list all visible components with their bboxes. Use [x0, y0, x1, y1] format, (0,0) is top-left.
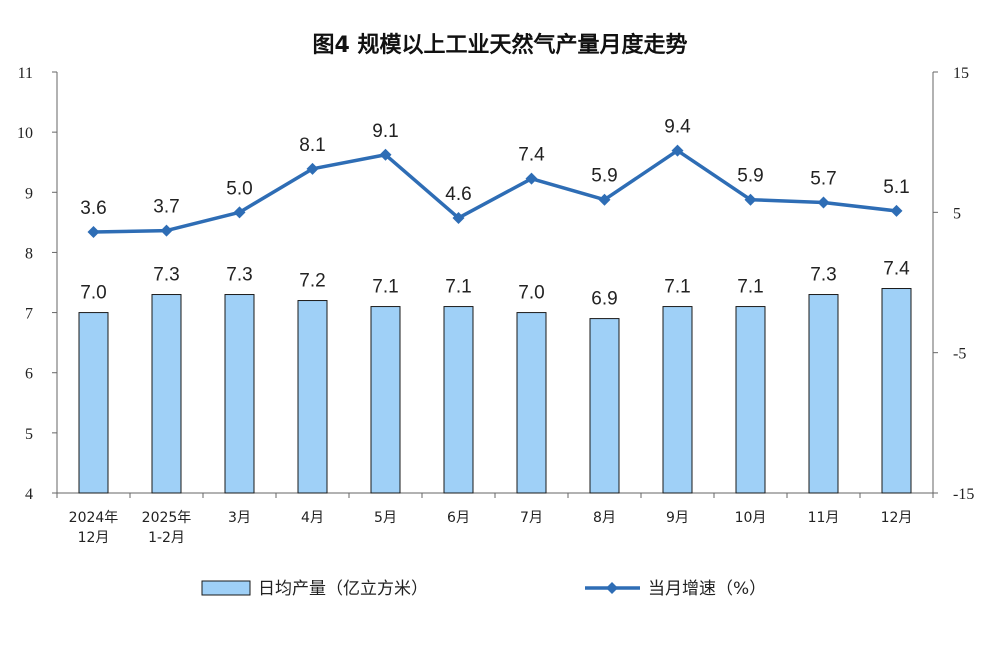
bar-value-label: 7.0 [80, 283, 106, 304]
bar [589, 318, 620, 494]
y-left-tick-label: 5 [25, 426, 33, 443]
y-left-tick-label: 4 [25, 486, 33, 503]
bar [662, 306, 693, 494]
line-point-marker [817, 196, 830, 209]
line-value-label: 5.9 [591, 166, 617, 187]
bar-value-label: 7.4 [883, 259, 910, 280]
line-point-marker [87, 225, 100, 238]
x-category-label: 10月 [735, 510, 767, 526]
line-value-label: 4.6 [445, 184, 471, 205]
bar [78, 312, 109, 494]
line-point-marker [306, 162, 319, 175]
line-value-label: 9.4 [664, 117, 691, 138]
line-value-label: 5.0 [226, 178, 252, 199]
line-point-marker [525, 172, 538, 185]
bar-value-label: 7.3 [810, 265, 836, 286]
y-left-tick-label: 9 [25, 185, 33, 202]
x-category-label: 6月 [447, 510, 470, 526]
line-point-marker [233, 206, 246, 219]
axes: 4 5 6 7 8 9 10 11 -15 -5 5 15 2024年 12月 2025年 1-2月 3月 4月 5… [17, 65, 974, 546]
legend-line-marker [606, 582, 618, 594]
legend-bar-swatch [201, 580, 251, 596]
line-point-marker [671, 144, 684, 157]
x-category-label: 2024年 [69, 510, 119, 526]
y-right-tick-label: -5 [953, 346, 966, 363]
legend-line-label: 当月增速（%） [648, 579, 766, 599]
line-value-label: 5.1 [883, 177, 909, 198]
line-value-label: 3.7 [153, 197, 179, 218]
line-point-marker [890, 204, 903, 217]
line-point-marker [160, 224, 173, 237]
bar [881, 288, 912, 494]
x-category-label: 9月 [666, 510, 689, 526]
x-category-label: 12月 [78, 530, 110, 546]
line-point-marker [452, 211, 465, 224]
data-labels: 7.0 7.3 7.3 7.2 7.1 7.1 7.0 6.9 7.1 7.1 7.3 7.4 3.6 3… [80, 117, 910, 310]
bar [808, 294, 839, 494]
bar [297, 300, 328, 494]
y-right-tick-label: 15 [953, 65, 969, 82]
x-category-label: 5月 [374, 510, 397, 526]
bar-value-label: 7.3 [226, 265, 252, 286]
line-value-label: 5.9 [737, 166, 763, 187]
bar [151, 294, 182, 494]
line-point-marker [598, 193, 611, 206]
bar-value-label: 7.1 [664, 277, 690, 298]
line-value-label: 9.1 [372, 121, 398, 142]
bar-value-label: 6.9 [591, 289, 617, 310]
bar-value-label: 7.2 [299, 271, 325, 292]
y-left-tick-label: 10 [17, 125, 33, 142]
bar-value-label: 7.1 [372, 277, 398, 298]
x-category-label: 3月 [228, 510, 251, 526]
bar-value-label: 7.0 [518, 283, 544, 304]
bar-value-label: 7.3 [153, 265, 179, 286]
y-left-tick-label: 11 [18, 65, 33, 82]
bar-series [78, 288, 912, 494]
y-left-tick-label: 6 [25, 366, 33, 383]
y-right-tick-label: -15 [953, 486, 974, 503]
x-category-label: 7月 [520, 510, 543, 526]
x-category-label: 1-2月 [148, 530, 185, 546]
bar-value-label: 7.1 [737, 277, 763, 298]
line-value-label: 5.7 [810, 169, 836, 190]
line-value-label: 3.6 [80, 198, 106, 219]
y-left-tick-label: 7 [25, 306, 33, 323]
bar [224, 294, 255, 494]
chart-title: 图4 规模以上工业天然气产量月度走势 [313, 32, 688, 58]
bar [735, 306, 766, 494]
growth-line [93, 148, 897, 234]
line-series [87, 144, 903, 238]
line-point-marker [744, 193, 757, 206]
y-left-tick-label: 8 [25, 245, 33, 262]
x-category-label: 11月 [808, 510, 840, 526]
bar [443, 306, 474, 494]
line-value-label: 8.1 [299, 135, 325, 156]
bar-value-label: 7.1 [445, 277, 471, 298]
x-category-label: 12月 [881, 510, 913, 526]
bar [516, 312, 547, 494]
legend: 日均产量（亿立方米） 当月增速（%） [201, 579, 766, 599]
line-point-marker [379, 148, 392, 161]
bar [370, 306, 401, 494]
x-category-label: 2025年 [142, 510, 192, 526]
x-category-label: 4月 [301, 510, 324, 526]
line-value-label: 7.4 [518, 145, 545, 166]
legend-bar-label: 日均产量（亿立方米） [258, 579, 428, 599]
y-right-tick-label: 5 [953, 205, 961, 222]
x-category-label: 8月 [593, 510, 616, 526]
